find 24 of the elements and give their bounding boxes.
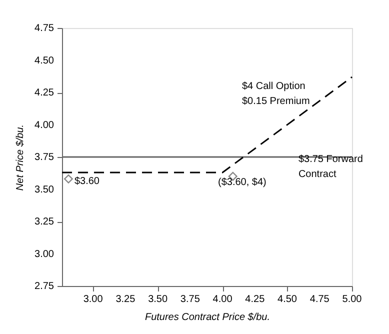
annotation: $3.60 bbox=[74, 176, 100, 187]
y-tick-label: 4.50 bbox=[34, 55, 54, 66]
x-tick-label: 3.75 bbox=[180, 294, 200, 305]
x-tick-label: 4.25 bbox=[245, 294, 266, 305]
y-tick-label: 3.25 bbox=[34, 216, 54, 228]
x-tick-label: 4.75 bbox=[310, 294, 330, 305]
x-tick-label: 3.50 bbox=[148, 294, 168, 305]
y-tick-label: 4.25 bbox=[34, 88, 54, 98]
y-tick-label: 3.75 bbox=[34, 152, 54, 163]
y-tick-label: 3.00 bbox=[34, 248, 54, 260]
y-tick-label: 3.50 bbox=[34, 184, 54, 196]
x-axis-title: Futures Contract Price $/bu. bbox=[144, 312, 270, 323]
annotation: $3.75 Forward Contract bbox=[298, 154, 363, 180]
annotation: ($3.60, $4) bbox=[218, 177, 266, 188]
x-tick-label: 3.00 bbox=[83, 294, 104, 305]
y-tick-label: 2.75 bbox=[34, 281, 54, 292]
x-tick-label: 4.00 bbox=[212, 294, 233, 305]
y-tick-label: 4.75 bbox=[34, 23, 54, 34]
x-tick-label: 4.50 bbox=[278, 294, 298, 305]
x-tick-label: 3.25 bbox=[116, 294, 136, 305]
annotation: $4 Call Option $0.15 Premium bbox=[242, 81, 310, 107]
y-axis-title: Net Price $/bu. bbox=[15, 124, 26, 191]
x-tick-label: 5.00 bbox=[342, 294, 362, 305]
y-tick-label: 4.00 bbox=[34, 120, 54, 131]
